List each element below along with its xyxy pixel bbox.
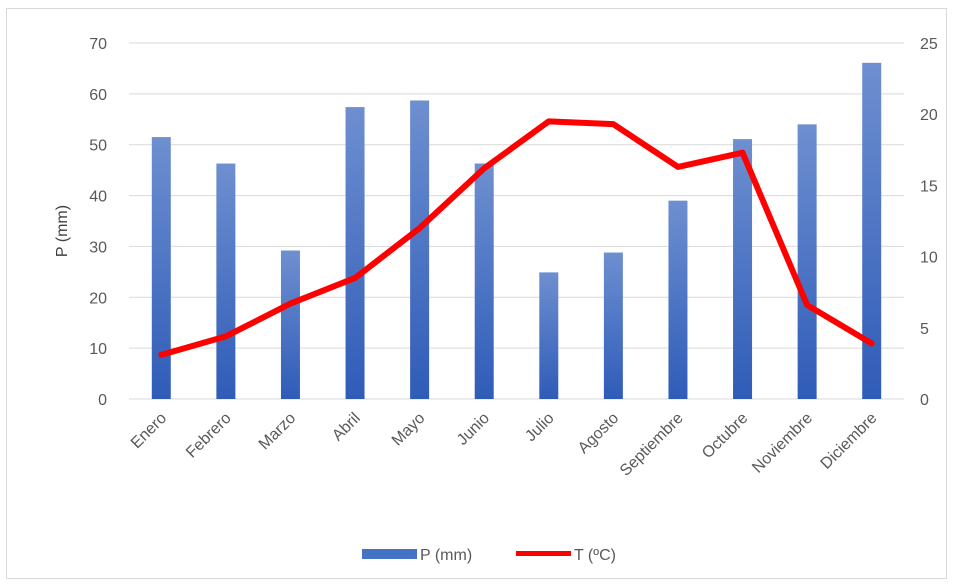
category-label: Junio (454, 410, 493, 449)
right-axis-ticks: 0 5 10 15 20 25 (920, 36, 938, 409)
left-tick-label: 10 (89, 341, 107, 358)
bar-junio (474, 163, 494, 399)
y-axis-title: P (mm) (54, 205, 71, 257)
left-tick-label: 30 (89, 239, 107, 256)
right-tick-label: 25 (920, 36, 938, 53)
bar-julio (539, 272, 559, 399)
bar-marzo (280, 250, 300, 399)
bar-diciembre (862, 62, 882, 399)
chart-frame: 0 10 20 30 40 50 60 70 0 5 10 15 20 25 Enero Febrero M… (6, 8, 947, 579)
left-tick-label: 0 (98, 392, 107, 409)
category-label: Septiembre (617, 410, 687, 480)
bar-noviembre (797, 124, 817, 399)
legend-label-temp: T (ºC) (574, 547, 616, 564)
legend-label-precip: P (mm) (420, 547, 472, 564)
bar-octubre (733, 139, 753, 399)
bar-series (151, 62, 882, 400)
left-tick-label: 40 (89, 189, 107, 206)
category-label: Febrero (183, 410, 235, 462)
category-label: Diciembre (818, 410, 881, 473)
right-tick-label: 5 (920, 321, 929, 338)
left-tick-label: 50 (89, 138, 107, 155)
category-label: Abril (329, 410, 364, 445)
category-label: Julio (522, 410, 557, 445)
right-tick-label: 20 (920, 107, 938, 124)
category-labels: Enero Febrero Marzo Abril Mayo Junio Julio Agos… (128, 410, 881, 480)
category-label: Enero (128, 410, 170, 452)
bar-febrero (216, 163, 236, 399)
legend: P (mm) T (ºC) (362, 547, 616, 564)
temperature-line (158, 118, 875, 358)
category-label: Noviembre (749, 410, 816, 477)
bar-enero (151, 137, 171, 400)
right-tick-label: 15 (920, 178, 938, 195)
bar-agosto (603, 252, 623, 399)
chart-svg: 0 10 20 30 40 50 60 70 0 5 10 15 20 25 Enero Febrero M… (54, 36, 938, 564)
bar-septiembre (668, 200, 688, 399)
legend-swatch-precip (362, 549, 417, 559)
line-series (158, 118, 875, 358)
category-label: Mayo (389, 410, 429, 450)
left-tick-label: 70 (89, 36, 107, 53)
left-tick-label: 20 (89, 290, 107, 307)
category-label: Octubre (699, 410, 751, 462)
right-tick-label: 10 (920, 250, 938, 267)
gridlines (129, 42, 904, 400)
bar-abril (345, 107, 365, 399)
left-tick-label: 60 (89, 87, 107, 104)
bar-mayo (410, 100, 430, 400)
left-axis-ticks: 0 10 20 30 40 50 60 70 (89, 36, 107, 409)
category-label: Marzo (256, 410, 300, 454)
right-tick-label: 0 (920, 392, 929, 409)
legend-swatch-temp (516, 551, 571, 556)
category-label: Agosto (575, 410, 622, 457)
